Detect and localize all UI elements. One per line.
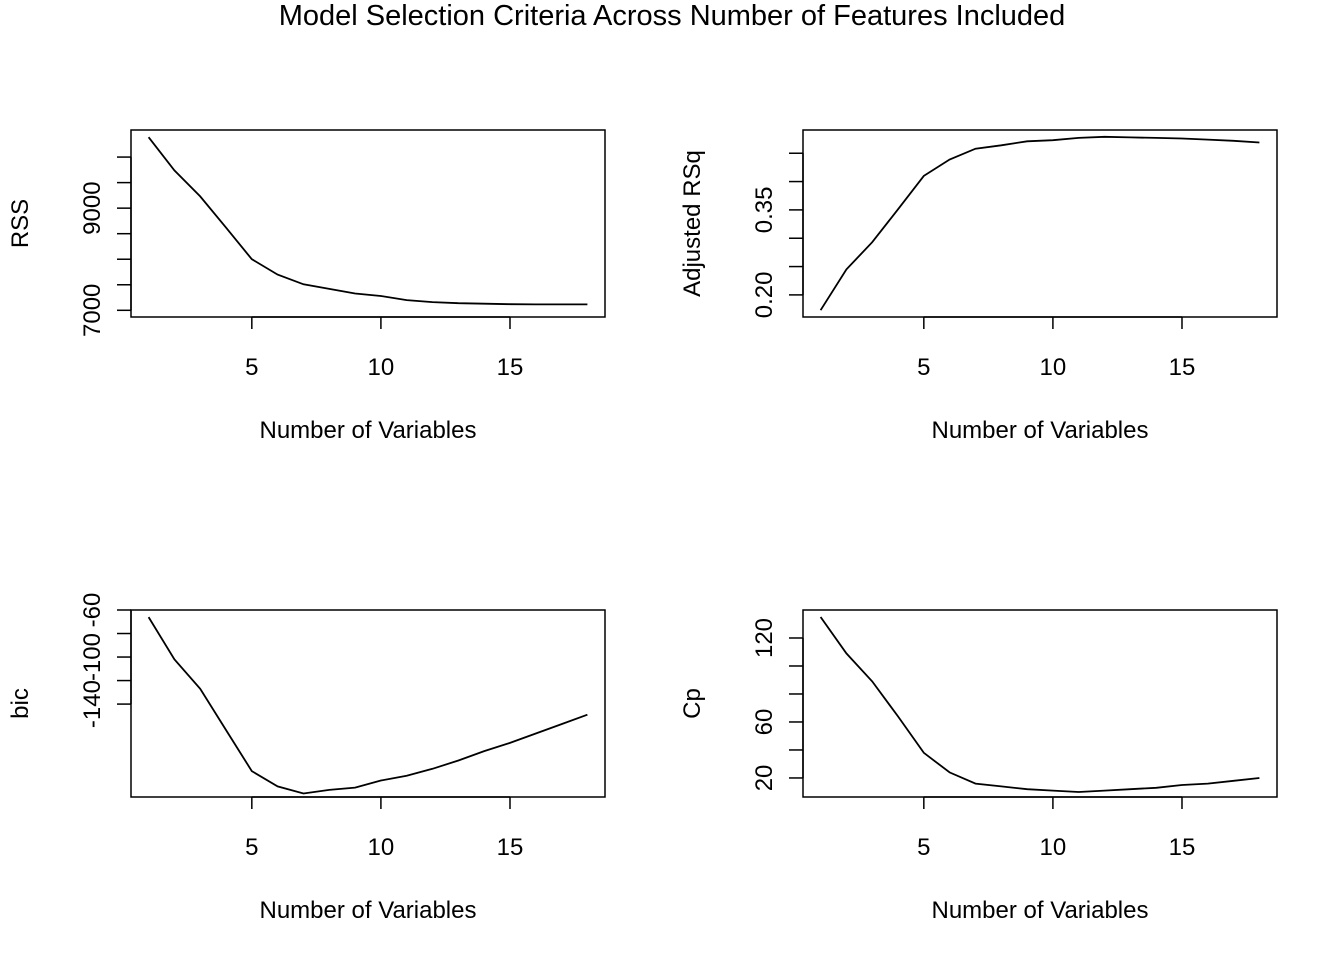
y-tick-label-bic: -140 (79, 680, 106, 728)
panel-rss: 5 10 15 7000 9000 Number of Variables RSS (7, 129, 606, 444)
plot-frame-cp (802, 609, 1278, 798)
y-tick-label-rss: 9000 (79, 181, 106, 234)
y-tick-label-adjr2: 0.20 (751, 272, 778, 319)
x-tick-label-adjr2: 15 (1169, 354, 1196, 381)
x-tick-label-bic: 15 (497, 834, 524, 861)
x-tick-label-rss: 15 (497, 354, 524, 381)
series-line-rss (147, 136, 588, 306)
x-tick-label-cp: 5 (917, 834, 930, 861)
series-line-bic (147, 616, 588, 795)
panel-adjr2: 5 10 15 0.20 0.35 Number of Variables Adjusted… (679, 129, 1278, 444)
y-tick-label-bic: -60 (79, 593, 106, 628)
x-tick-label-cp: 10 (1040, 834, 1067, 861)
chart-title: Model Selection Criteria Across Number o… (278, 0, 1066, 32)
series-line-adjr2 (819, 135, 1260, 311)
y-axis-title-bic: bic (7, 688, 34, 719)
x-tick-label-rss: 10 (368, 354, 395, 381)
y-tick-label-rss: 7000 (79, 284, 106, 337)
y-tick-label-adjr2: 0.35 (751, 187, 778, 234)
y-tick-label-bic: -100 (79, 633, 106, 681)
x-tick-label-bic: 10 (368, 834, 395, 861)
y-axis-title-cp: Cp (679, 688, 706, 719)
panel-cp: 5 10 15 20 60 120 Number of Variables Cp (679, 609, 1278, 924)
x-axis-title-bic: Number of Variables (260, 897, 477, 924)
x-axis-title-rss: Number of Variables (260, 417, 477, 444)
x-tick-label-cp: 15 (1169, 834, 1196, 861)
x-tick-label-rss: 5 (245, 354, 258, 381)
y-tick-label-cp: 60 (751, 709, 778, 736)
x-tick-label-bic: 5 (245, 834, 258, 861)
plot-frame-adjr2 (802, 129, 1278, 318)
panel-bic: 5 10 15 -60 -100-140 Number of Variables bic (7, 593, 606, 924)
y-tick-label-cp: 20 (751, 765, 778, 792)
plot-frame-bic (130, 609, 606, 798)
x-axis-title-cp: Number of Variables (932, 897, 1149, 924)
x-tick-label-adjr2: 10 (1040, 354, 1067, 381)
y-axis-title-rss: RSS (7, 199, 34, 248)
x-axis-title-adjr2: Number of Variables (932, 417, 1149, 444)
plot-frame-rss (130, 129, 606, 318)
y-tick-label-cp: 120 (751, 618, 778, 658)
series-line-cp (819, 616, 1260, 793)
x-tick-label-adjr2: 5 (917, 354, 930, 381)
y-axis-title-adjr2: Adjusted RSq (679, 150, 706, 297)
